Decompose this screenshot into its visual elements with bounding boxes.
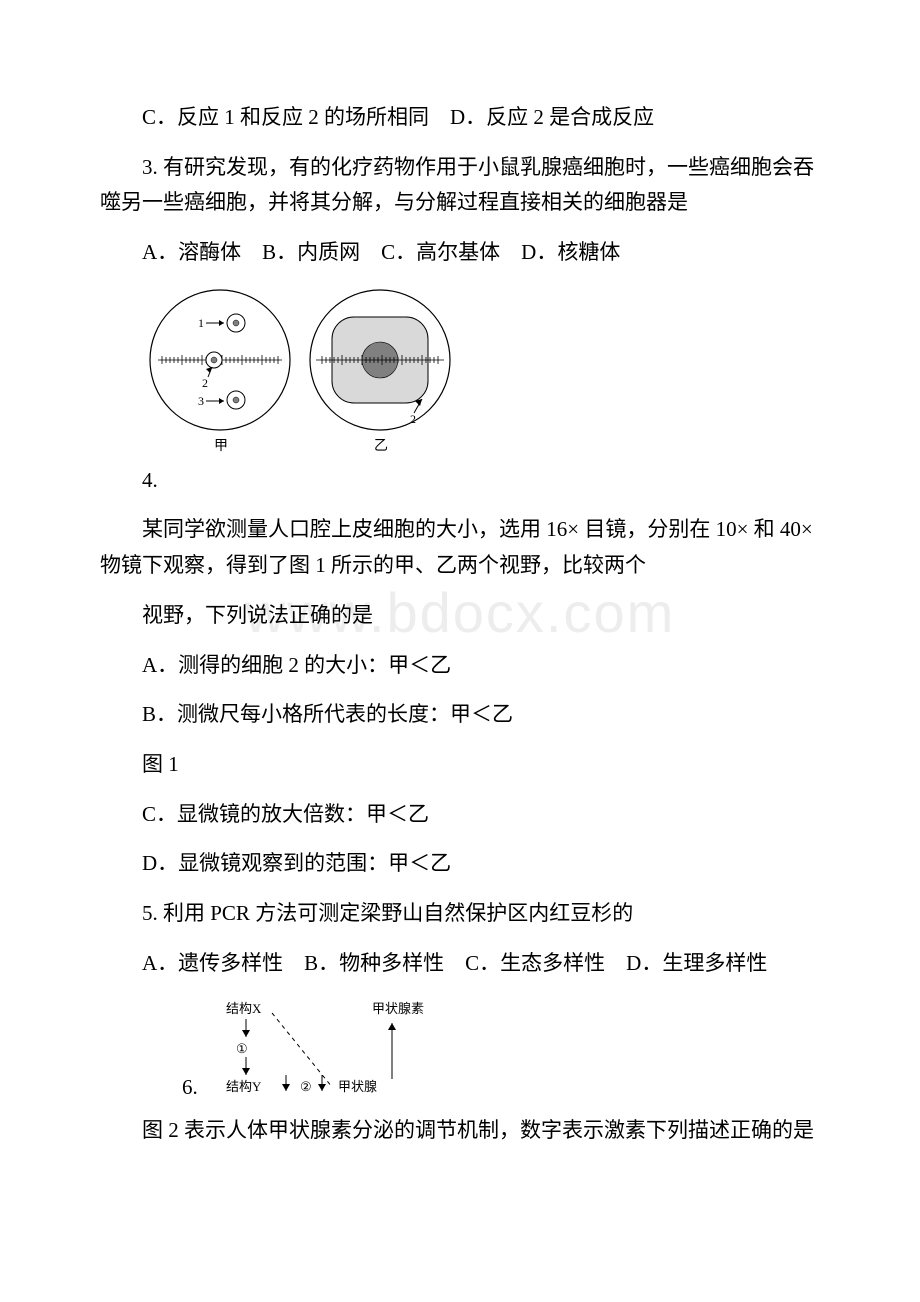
figure-2-svg: 结构X ① 结构Y ② 甲状腺 甲状腺素 (214, 995, 464, 1105)
q4-stem-1: 某同学欲测量人口腔上皮细胞的大小，选用 16× 目镜，分别在 10× 和 40×… (100, 512, 820, 583)
fig2-struct-x: 结构X (226, 1001, 262, 1016)
fig1-jia: 甲 (214, 439, 228, 454)
figure-1-svg: 1 2 3 甲 (140, 285, 470, 455)
q6-number: 6. (140, 1070, 198, 1106)
fig2-n1: ① (236, 1041, 248, 1056)
figure-1-label: 图 1 (100, 747, 820, 783)
q4-option-a: A．测得的细胞 2 的大小：甲＜乙 (100, 648, 820, 684)
q4-stem-2: 视野，下列说法正确的是 (100, 598, 820, 634)
page-content: C．反应 1 和反应 2 的场所相同 D．反应 2 是合成反应 3. 有研究发现… (100, 100, 820, 1149)
q5-stem: 5. 利用 PCR 方法可测定梁野山自然保护区内红豆杉的 (100, 896, 820, 932)
fig2-thyroid: 甲状腺 (338, 1079, 377, 1094)
figure-2-row: 6. 结构X ① 结构Y ② 甲状腺 甲状腺素 (140, 995, 820, 1105)
q4-option-b: B．测微尺每小格所代表的长度：甲＜乙 (100, 697, 820, 733)
fig1-label-2-left: 2 (202, 376, 208, 390)
q5-options: A．遗传多样性 B．物种多样性 C．生态多样性 D．生理多样性 (100, 946, 820, 982)
fig2-n2: ② (300, 1079, 312, 1094)
q4-option-d: D．显微镜观察到的范围：甲＜乙 (100, 846, 820, 882)
figure-1-container: 1 2 3 甲 (140, 285, 820, 455)
fig1-label-1: 1 (198, 316, 204, 330)
fig1-label-2-right: 2 (410, 412, 416, 426)
fig1-label-3: 3 (198, 394, 204, 408)
q3-options: A．溶酶体 B．内质网 C．高尔基体 D．核糖体 (100, 235, 820, 271)
fig1-yi: 乙 (374, 438, 388, 454)
q3-stem: 3. 有研究发现，有的化疗药物作用于小鼠乳腺癌细胞时，一些癌细胞会吞噬另一些癌细… (100, 150, 820, 221)
fig2-hormone: 甲状腺素 (372, 1001, 424, 1016)
q2-options-cd: C．反应 1 和反应 2 的场所相同 D．反应 2 是合成反应 (100, 100, 820, 136)
q4-number: 4. (100, 463, 820, 499)
fig2-struct-y: 结构Y (226, 1079, 262, 1094)
q6-stem: 图 2 表示人体甲状腺素分泌的调节机制，数字表示激素下列描述正确的是 (100, 1113, 820, 1149)
q4-option-c: C．显微镜的放大倍数：甲＜乙 (100, 797, 820, 833)
